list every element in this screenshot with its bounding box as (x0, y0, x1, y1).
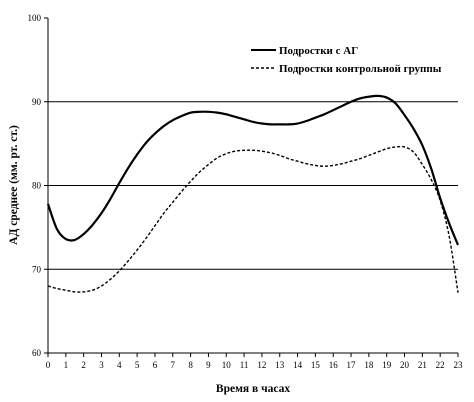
y-tick-label: 90 (32, 97, 42, 107)
x-tick-label: 11 (240, 360, 249, 370)
x-tick-label: 20 (400, 360, 410, 370)
x-tick-label: 0 (46, 360, 51, 370)
y-axis-ticks: 60 70 80 90 100 (28, 13, 48, 358)
x-tick-label: 21 (418, 360, 427, 370)
legend-label-ag: Подростки с АГ (279, 45, 358, 57)
x-tick-label: 6 (153, 360, 158, 370)
x-tick-label: 22 (436, 360, 445, 370)
x-tick-label: 19 (382, 360, 392, 370)
x-tick-label: 17 (347, 360, 357, 370)
y-tick-label: 60 (32, 348, 42, 358)
x-tick-label: 4 (117, 360, 122, 370)
y-axis-title: АД среднее (мм. рт. ст.) (8, 125, 20, 245)
x-tick-label: 16 (329, 360, 339, 370)
x-tick-label: 14 (293, 360, 303, 370)
y-tick-label: 100 (28, 13, 42, 23)
x-tick-label: 10 (222, 360, 232, 370)
series-line-control (47, 145, 459, 293)
legend-label-control: Подростки контрольной группы (279, 63, 442, 75)
x-tick-label: 7 (171, 360, 176, 370)
x-axis-title: Время в часах (216, 383, 290, 395)
x-tick-label: 5 (135, 360, 140, 370)
x-tick-label: 3 (99, 360, 104, 370)
x-tick-label: 15 (311, 360, 321, 370)
x-tick-label: 23 (454, 360, 464, 370)
series-line-ag (46, 94, 460, 246)
series-lines (46, 94, 460, 293)
legend: Подростки с АГ Подростки контрольной гру… (251, 45, 442, 75)
y-tick-label: 80 (32, 181, 42, 191)
x-tick-label: 8 (188, 360, 193, 370)
x-tick-label: 9 (206, 360, 211, 370)
x-tick-label: 18 (364, 360, 374, 370)
gridlines (48, 101, 458, 270)
y-tick-label: 70 (32, 264, 42, 274)
x-tick-label: 2 (81, 360, 86, 370)
x-tick-label: 12 (257, 360, 266, 370)
x-tick-label: 13 (275, 360, 285, 370)
x-axis-ticks: 0 1 2 3 4 5 6 7 8 9 10 11 12 13 14 15 16 17 18 19 20 21 22 23 (46, 353, 463, 370)
x-tick-label: 1 (64, 360, 69, 370)
